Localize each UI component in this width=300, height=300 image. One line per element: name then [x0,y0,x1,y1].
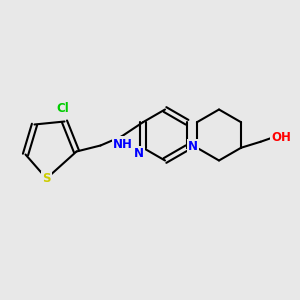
Text: OH: OH [272,131,292,144]
Text: N: N [188,140,198,153]
Text: N: N [134,147,143,160]
Text: S: S [42,172,51,185]
Text: Cl: Cl [57,101,69,115]
Text: NH: NH [113,137,133,151]
